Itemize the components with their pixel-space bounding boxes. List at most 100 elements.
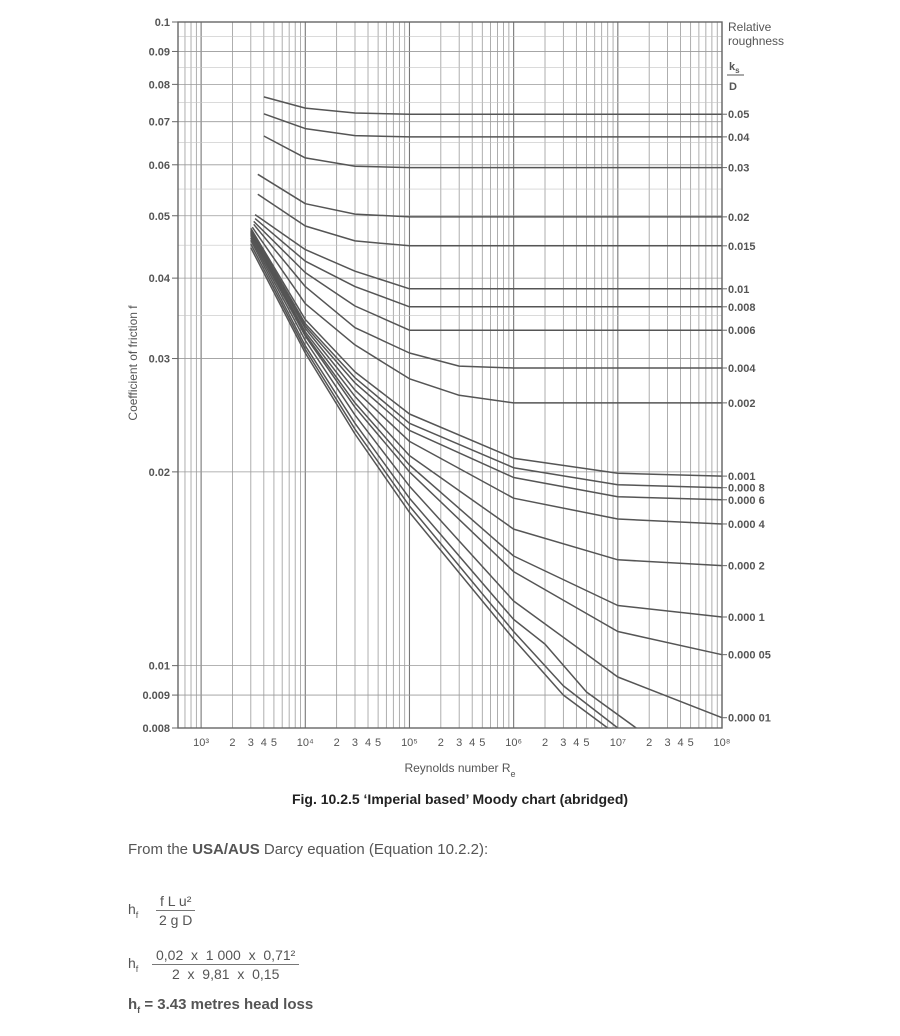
intro-bold: USA/AUS	[192, 841, 260, 858]
x-tick-label: 2	[646, 737, 652, 749]
legend-title: roughness	[728, 34, 784, 48]
lhs-subscript: f	[135, 963, 139, 974]
x-axis-label-text: Reynolds number	[404, 761, 501, 775]
series-label: 0.000 8	[728, 483, 765, 495]
x-axis-label: Reynolds number Re	[404, 761, 515, 779]
series-label: 0.000 05	[728, 650, 771, 662]
legend-fraction-numerator: ks	[729, 61, 740, 75]
fraction-numerator: 0,02 x 1 000 x 0,71²	[152, 947, 300, 965]
y-tick-label: 0.02	[149, 467, 170, 479]
series-line	[250, 243, 619, 729]
x-tick-label: 4	[261, 737, 267, 749]
series-label: 0.000 6	[728, 495, 765, 507]
x-tick-label: 3	[456, 737, 462, 749]
series-line	[254, 213, 722, 290]
series-line	[254, 218, 722, 308]
series-line	[250, 231, 723, 525]
series-label: 0.03	[728, 163, 749, 175]
equation-fraction: 0,02 x 1 000 x 0,71² 2 x 9,81 x 0,15	[152, 947, 300, 982]
y-tick-label: 0.01	[149, 661, 170, 673]
y-tick-label: 0.04	[149, 273, 171, 285]
x-tick-label: 4	[573, 737, 579, 749]
series-label: 0.002	[728, 398, 756, 410]
y-tick-label: 0.009	[142, 690, 170, 702]
series-line	[250, 227, 723, 477]
series-label: 0.01	[728, 284, 749, 296]
series-label: 0.004	[728, 363, 756, 375]
figure-caption: Fig. 10.2.5 ‘Imperial based’ Moody chart…	[291, 791, 629, 807]
series-line	[250, 235, 723, 656]
x-axis-label-subscript: e	[511, 769, 516, 779]
moody-chart: 0.1 0.09 0.08 0.07 0.06 0.05 0.04 0.03 0.02 0.01 0…	[126, 17, 784, 779]
y-tick-label: 0.09	[149, 46, 170, 58]
equation-lhs: hf	[128, 955, 138, 974]
x-tick-label: 3	[248, 737, 254, 749]
x-tick-label: 4	[677, 737, 683, 749]
series-line	[250, 233, 723, 618]
chart-series	[250, 96, 723, 729]
series-line	[250, 232, 723, 567]
series-line	[250, 247, 609, 729]
result-subscript: f	[137, 1005, 141, 1015]
series-line	[250, 230, 723, 501]
result-line: hf = 3.43 metres head loss	[128, 996, 313, 1015]
series-line	[257, 193, 722, 247]
series-label: 0.04	[728, 132, 750, 144]
x-tick-label: 3	[560, 737, 566, 749]
lhs-symbol: h	[128, 955, 136, 971]
equation-fraction: f L u² 2 g D	[156, 893, 196, 928]
x-tick-label: 10⁷	[610, 737, 626, 749]
chart-axes	[172, 21, 727, 729]
series-label: 0.000 2	[728, 561, 765, 573]
lhs-symbol: h	[128, 901, 136, 917]
y-tick-label: 0.03	[149, 354, 170, 366]
x-tick-label: 4	[365, 737, 371, 749]
series-line	[253, 223, 722, 369]
intro-before: From the	[128, 841, 193, 858]
legend-fraction-denominator: D	[729, 81, 737, 93]
x-tick-label: 5	[375, 737, 381, 749]
y-tick-label: 0.07	[149, 117, 170, 129]
result-text: = 3.43 metres head loss	[140, 996, 314, 1013]
x-tick-label: 5	[583, 737, 589, 749]
x-tick-label: 2	[438, 737, 444, 749]
series-label: 0.008	[728, 302, 756, 314]
x-tick-label: 3	[352, 737, 358, 749]
x-tick-label: 3	[664, 737, 670, 749]
y-tick-label: 0.1	[155, 17, 170, 29]
result-symbol: h	[128, 996, 138, 1013]
series-label: 0.05	[728, 109, 749, 121]
series-line	[253, 220, 722, 331]
series-line	[250, 229, 723, 489]
series-label: 0.000 4	[728, 519, 766, 531]
series-label: 0.001	[728, 471, 756, 483]
legend-title: Relative	[728, 20, 772, 34]
y-tick-label: 0.008	[142, 723, 170, 735]
y-tick-label: 0.05	[149, 211, 170, 223]
x-axis-label-symbol: R	[502, 761, 511, 775]
series-label: 0.02	[728, 212, 749, 224]
series-label: 0.000 01	[728, 713, 771, 725]
chart-labels: 0.1 0.09 0.08 0.07 0.06 0.05 0.04 0.03 0.02 0.01 0…	[126, 17, 784, 779]
series-label: 0.015	[728, 241, 756, 253]
series-line	[251, 226, 722, 404]
x-tick-label: 4	[469, 737, 475, 749]
series-line	[250, 239, 637, 729]
x-tick-label: 2	[229, 737, 235, 749]
x-tick-label: 5	[271, 737, 277, 749]
x-tick-label: 5	[479, 737, 485, 749]
x-tick-label: 5	[688, 737, 694, 749]
chart-grid	[177, 21, 723, 729]
x-tick-label: 2	[334, 737, 340, 749]
series-line	[257, 173, 722, 218]
legend-fraction-subscript: s	[735, 66, 740, 75]
x-tick-label: 10⁵	[401, 737, 418, 749]
x-tick-label: 10⁴	[297, 737, 314, 749]
series-label: 0.000 1	[728, 612, 765, 624]
lhs-subscript: f	[135, 909, 139, 920]
x-tick-label: 2	[542, 737, 548, 749]
y-tick-label: 0.08	[149, 79, 170, 91]
fraction-denominator: 2 g D	[158, 912, 193, 928]
intro-text: From the USA/AUS Darcy equation (Equatio…	[128, 841, 488, 858]
x-tick-label: 10⁸	[714, 737, 731, 749]
